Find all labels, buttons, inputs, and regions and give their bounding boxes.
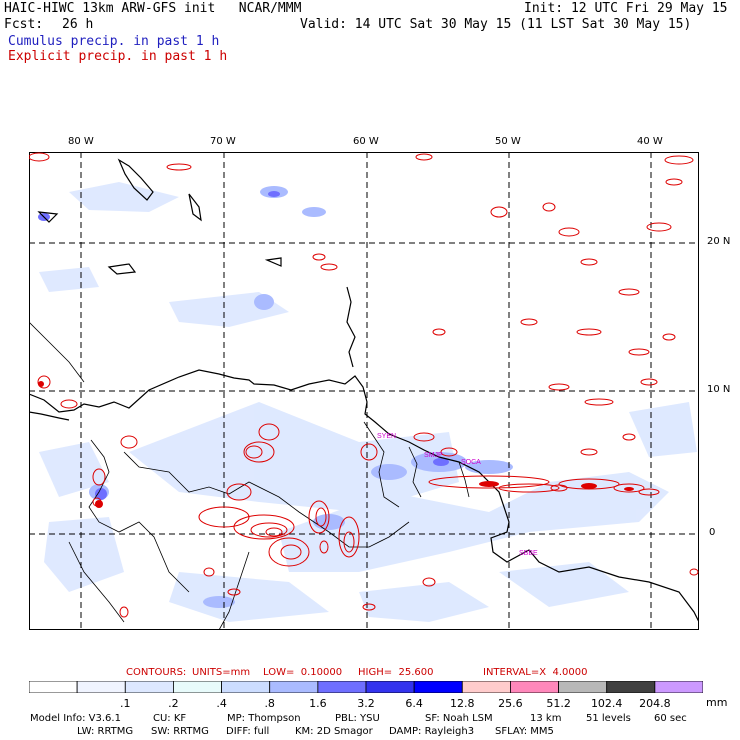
model-info-item: DIFF: full <box>226 726 270 737</box>
colorbar-tick-label: 51.2 <box>546 697 571 710</box>
colorbar-tick-label: 102.4 <box>590 697 623 710</box>
contours-interval: INTERVAL=X 4.0000 <box>483 667 588 678</box>
lon-label-60w: 60 W <box>353 136 379 147</box>
explicit-precip-cores <box>38 381 634 508</box>
model-info-item: SFLAY: MM5 <box>495 726 554 737</box>
valid-time: Valid: 14 UTC Sat 30 May 15 (11 LST Sat … <box>300 17 692 32</box>
colorbar-box <box>221 681 271 693</box>
colorbar-box <box>461 681 511 693</box>
colorbar-tick-label: 204.8 <box>639 697 671 710</box>
colorbar-box <box>173 681 222 693</box>
colorbar-box <box>76 681 126 693</box>
colorbar-unit: mm <box>706 696 728 709</box>
country-borders <box>29 321 470 630</box>
station-label-smjp: SMJP <box>424 452 443 459</box>
colorbar-tick-label: 1.6 <box>309 697 327 710</box>
precipitation-map: SYEN SMJP SOCA SBBE <box>29 152 699 630</box>
colorbar-tick-label: .4 <box>216 697 227 710</box>
lat-label-20n: 20 N <box>707 236 731 247</box>
contours-low: LOW= 0.10000 <box>263 667 343 678</box>
colorbar-box <box>269 681 319 693</box>
model-info-item: CU: KF <box>153 713 187 724</box>
colorbar-box <box>365 681 415 693</box>
init-time: Init: 12 UTC Fri 29 May 15 <box>524 1 728 16</box>
contours-label: CONTOURS: <box>126 667 187 678</box>
map-title: HAIC-HIWC 13km ARW-GFS init NCAR/MMM <box>4 1 302 16</box>
station-label-soca: SOCA <box>461 459 481 466</box>
model-info-item: SW: RRTMG <box>151 726 209 737</box>
colorbar-tick-label: 6.4 <box>405 697 423 710</box>
station-label-sbbe: SBBE <box>519 550 538 557</box>
colorbar-tick-label: .2 <box>168 697 179 710</box>
cumulus-precip-field <box>39 182 697 622</box>
lon-label-70w: 70 W <box>210 136 236 147</box>
colorbar-box <box>654 681 703 693</box>
model-info-item: LW: RRTMG <box>77 726 134 737</box>
colorbar-tick-label: 25.6 <box>498 697 523 710</box>
lon-label-50w: 50 W <box>495 136 521 147</box>
cumulus-precip-heavy <box>38 191 449 500</box>
forecast-label: Fcst: <box>4 17 44 32</box>
colorbar-box <box>558 681 608 693</box>
model-info-item: Model Info: V3.6.1 <box>30 713 121 724</box>
colorbar-box <box>606 681 656 693</box>
contours-units: UNITS=mm <box>192 667 251 678</box>
colorbar <box>29 681 703 693</box>
colorbar-box <box>29 681 78 693</box>
colorbar-tick-label: 3.2 <box>357 697 375 710</box>
model-info-item: DAMP: Rayleigh3 <box>389 726 475 737</box>
model-info-item: 51 levels <box>586 713 631 724</box>
colorbar-box <box>510 681 559 693</box>
colorbar-box <box>124 681 174 693</box>
station-label-syen: SYEN <box>377 433 396 440</box>
forecast-hours: 26 h <box>62 17 94 32</box>
contours-high: HIGH= 25.600 <box>358 667 434 678</box>
lat-label-0: 0 <box>709 527 716 538</box>
colorbar-box <box>413 681 463 693</box>
model-info-item: 13 km <box>530 713 562 724</box>
lon-label-40w: 40 W <box>637 136 663 147</box>
lon-label-80w: 80 W <box>68 136 94 147</box>
model-info-item: PBL: YSU <box>335 713 380 724</box>
colorbar-tick-label: .8 <box>264 697 275 710</box>
model-info-item: MP: Thompson <box>227 713 301 724</box>
legend-cumulus: Cumulus precip. in past 1 h <box>8 34 220 49</box>
legend-explicit: Explicit precip. in past 1 h <box>8 49 228 64</box>
model-info-item: SF: Noah LSM <box>425 713 493 724</box>
lat-label-10n: 10 N <box>707 384 731 395</box>
model-info-item: KM: 2D Smagor <box>295 726 373 737</box>
coastlines <box>29 158 699 623</box>
model-info-item: 60 sec <box>654 713 687 724</box>
colorbar-tick-label: .1 <box>120 697 131 710</box>
colorbar-tick-label: 12.8 <box>450 697 475 710</box>
colorbar-box <box>317 681 367 693</box>
